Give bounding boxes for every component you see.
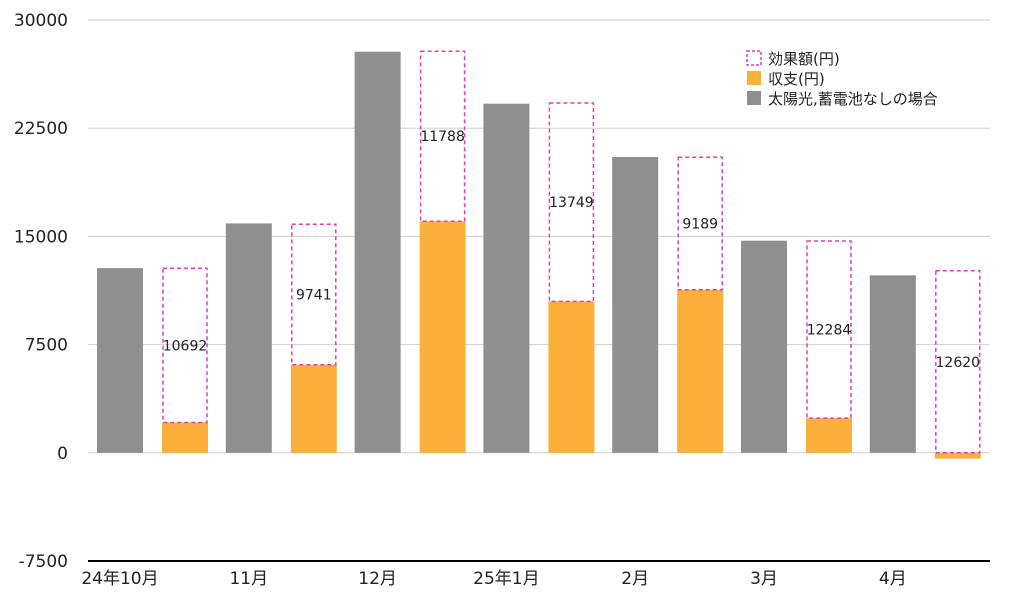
bar-no-solar — [483, 103, 530, 453]
legend-swatch-effect — [746, 50, 762, 66]
x-tick-label: 12月 — [358, 569, 397, 589]
x-tick-label: 25年1月 — [473, 569, 539, 589]
data-label-effect: 11788 — [420, 129, 465, 145]
bar-no-solar — [97, 268, 143, 453]
bar-effect — [935, 269, 981, 454]
y-tick-label: 0 — [57, 444, 68, 464]
legend-label-balance: 収支(円) — [768, 70, 825, 88]
bar-balance — [290, 364, 337, 453]
data-label-effect: 9741 — [296, 288, 332, 304]
bar-no-solar — [741, 240, 787, 453]
bar-balance — [934, 452, 981, 459]
bar-effect — [291, 223, 337, 366]
data-label-effect: 12284 — [807, 323, 852, 339]
y-axis: 30000 22500 15000 7500 0 -7500 — [14, 11, 68, 572]
bar-effect — [806, 240, 852, 419]
bar-balance — [548, 301, 595, 453]
y-tick-label: 30000 — [14, 11, 68, 31]
x-tick-label: 2月 — [621, 569, 649, 589]
bar-effect — [548, 102, 595, 303]
bar-balance — [162, 422, 208, 453]
bar-effect — [677, 156, 723, 291]
bar-effect — [162, 267, 208, 424]
bar-no-solar — [354, 51, 401, 453]
legend: 効果額(円) 収支(円) 太陽光,蓄電池なしの場合 — [746, 50, 938, 108]
bar-effect — [419, 50, 466, 223]
x-tick-label: 11月 — [229, 569, 268, 589]
data-label-effect: 13749 — [549, 195, 594, 211]
y-tick-label: -7500 — [19, 552, 68, 572]
x-axis: 24年10月 11月 12月 25年1月 2月 3月 4月 — [81, 560, 990, 589]
bars: 10692 9741 11788 13749 9189 12284 12620 — [97, 50, 981, 459]
y-tick-label: 15000 — [14, 227, 68, 247]
bar-balance — [806, 418, 852, 453]
data-label-effect: 12620 — [936, 355, 981, 371]
bar-no-solar — [612, 157, 659, 453]
gridlines — [88, 19, 990, 454]
x-tick-label: 3月 — [750, 569, 778, 589]
y-tick-label: 22500 — [14, 119, 68, 139]
bar-no-solar — [869, 275, 916, 453]
legend-label-effect: 効果額(円) — [768, 50, 840, 68]
x-tick-label: 4月 — [879, 569, 907, 589]
legend-swatch-no-solar — [747, 91, 761, 105]
data-label-effect: 10692 — [163, 338, 208, 354]
bar-no-solar — [225, 223, 272, 453]
y-tick-label: 7500 — [25, 336, 68, 356]
bar-balance — [419, 221, 466, 453]
x-tick-label: 24年10月 — [81, 569, 158, 589]
bar-balance — [677, 289, 724, 453]
data-label-effect: 9189 — [682, 216, 718, 232]
legend-label-no-solar: 太陽光,蓄電池なしの場合 — [768, 90, 938, 108]
legend-swatch-balance — [747, 71, 761, 85]
